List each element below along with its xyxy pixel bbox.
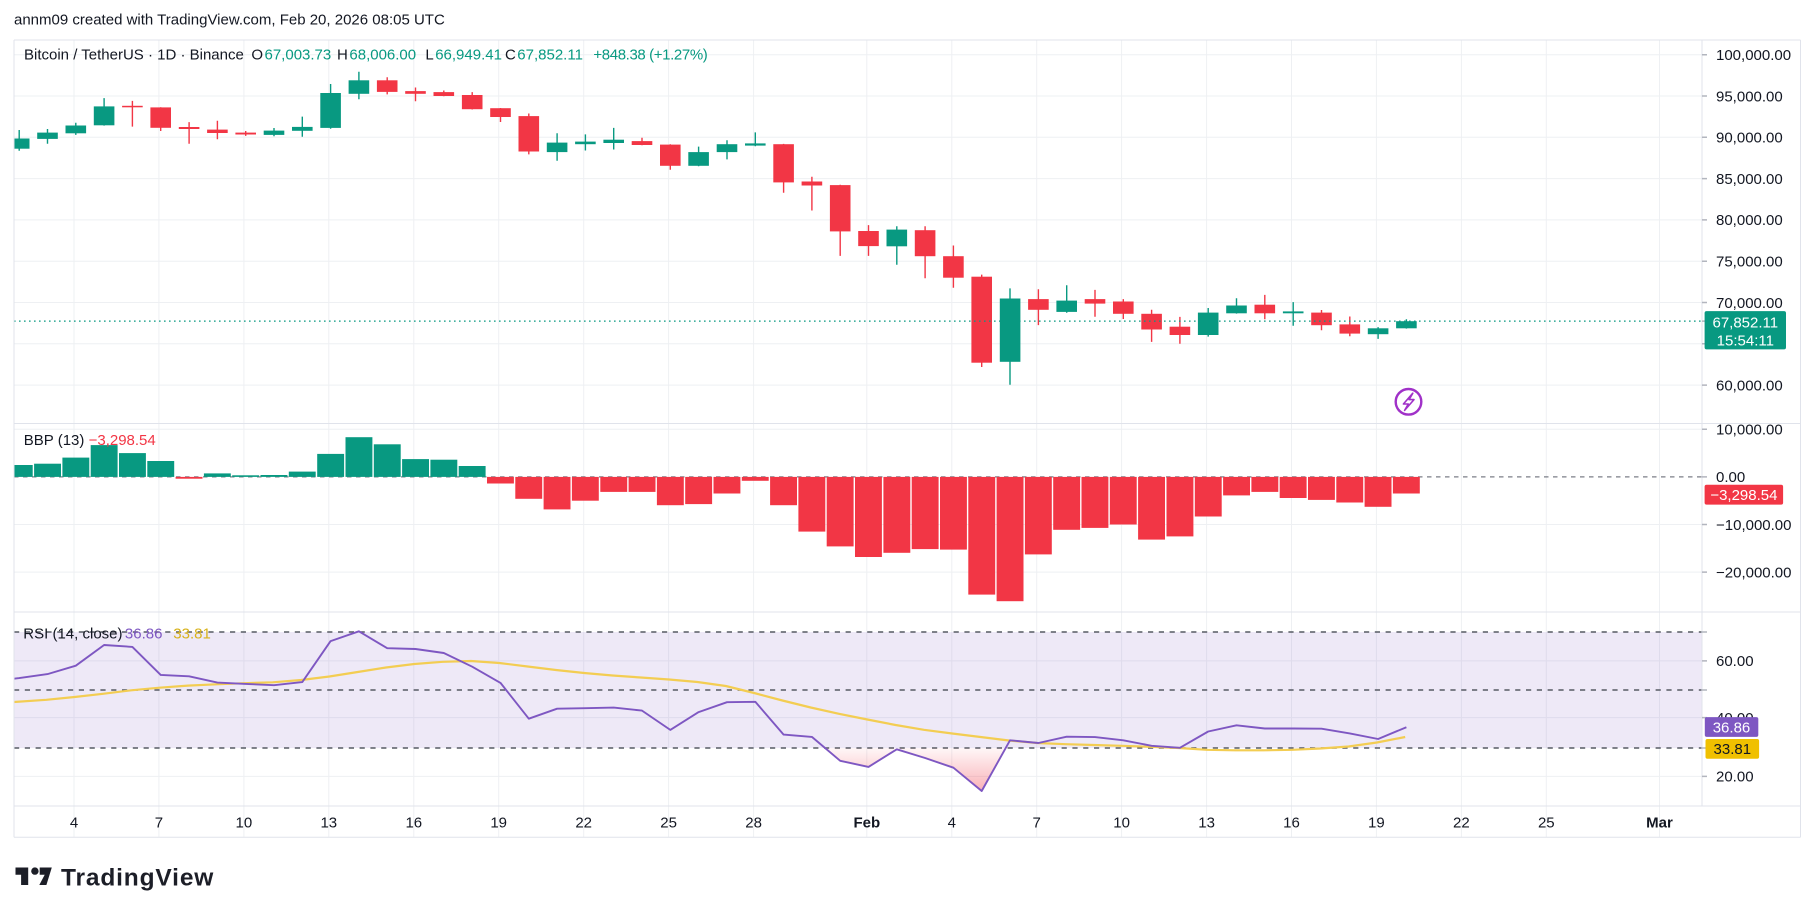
svg-text:7: 7	[1033, 814, 1041, 831]
svg-text:BBP (13): BBP (13)	[24, 432, 85, 449]
svg-text:−3,298.54: −3,298.54	[1710, 487, 1777, 504]
svg-text:60,000.00: 60,000.00	[1716, 377, 1783, 394]
svg-text:L: L	[425, 46, 433, 63]
svg-text:16: 16	[405, 814, 422, 831]
svg-text:80,000.00: 80,000.00	[1716, 212, 1783, 229]
svg-text:36.86: 36.86	[125, 625, 163, 642]
svg-text:13: 13	[320, 814, 337, 831]
svg-text:O: O	[251, 46, 263, 63]
svg-text:66,949.41: 66,949.41	[435, 46, 502, 63]
svg-text:0.00: 0.00	[1716, 469, 1745, 486]
svg-text:13: 13	[1198, 814, 1215, 831]
svg-text:10,000.00: 10,000.00	[1716, 422, 1783, 439]
svg-text:22: 22	[575, 814, 592, 831]
svg-text:60.00: 60.00	[1716, 653, 1754, 670]
svg-text:4: 4	[70, 814, 78, 831]
svg-text:90,000.00: 90,000.00	[1716, 130, 1783, 147]
svg-text:36.86: 36.86	[1713, 719, 1751, 736]
svg-text:TradingView: TradingView	[61, 864, 214, 891]
svg-text:25: 25	[1538, 814, 1555, 831]
svg-text:100,000.00: 100,000.00	[1716, 47, 1791, 64]
svg-text:20.00: 20.00	[1716, 769, 1754, 786]
svg-text:−20,000.00: −20,000.00	[1716, 564, 1792, 581]
svg-text:16: 16	[1283, 814, 1300, 831]
svg-text:85,000.00: 85,000.00	[1716, 171, 1783, 188]
svg-text:C: C	[505, 46, 516, 63]
svg-text:4: 4	[948, 814, 956, 831]
svg-text:H: H	[337, 46, 348, 63]
svg-text:19: 19	[1368, 814, 1385, 831]
svg-text:28: 28	[745, 814, 762, 831]
svg-text:Bitcoin / TetherUS · 1D · Bina: Bitcoin / TetherUS · 1D · Binance	[24, 46, 244, 63]
svg-text:19: 19	[490, 814, 507, 831]
svg-text:−3,298.54: −3,298.54	[89, 432, 156, 449]
svg-text:+848.38 (+1.27%): +848.38 (+1.27%)	[593, 46, 707, 63]
svg-text:annm09 created with TradingVie: annm09 created with TradingView.com, Feb…	[14, 12, 445, 29]
svg-text:67,003.73: 67,003.73	[265, 46, 332, 63]
svg-text:67,852.11: 67,852.11	[1712, 314, 1778, 331]
svg-text:95,000.00: 95,000.00	[1716, 88, 1783, 105]
svg-text:Feb: Feb	[853, 814, 880, 831]
svg-text:15:54:11: 15:54:11	[1717, 333, 1774, 350]
svg-text:10: 10	[236, 814, 253, 831]
svg-text:7: 7	[155, 814, 163, 831]
svg-text:75,000.00: 75,000.00	[1716, 254, 1783, 271]
svg-text:25: 25	[660, 814, 677, 831]
svg-text:33.81: 33.81	[173, 625, 211, 642]
svg-text:22: 22	[1453, 814, 1470, 831]
svg-text:70,000.00: 70,000.00	[1716, 295, 1783, 312]
svg-text:Mar: Mar	[1646, 814, 1673, 831]
svg-text:68,006.00: 68,006.00	[349, 46, 416, 63]
svg-text:67,852.11: 67,852.11	[517, 46, 583, 63]
svg-text:33.81: 33.81	[1714, 741, 1752, 758]
svg-text:RSI (14, close): RSI (14, close)	[23, 625, 122, 642]
svg-text:10: 10	[1113, 814, 1130, 831]
svg-text:−10,000.00: −10,000.00	[1716, 517, 1792, 534]
